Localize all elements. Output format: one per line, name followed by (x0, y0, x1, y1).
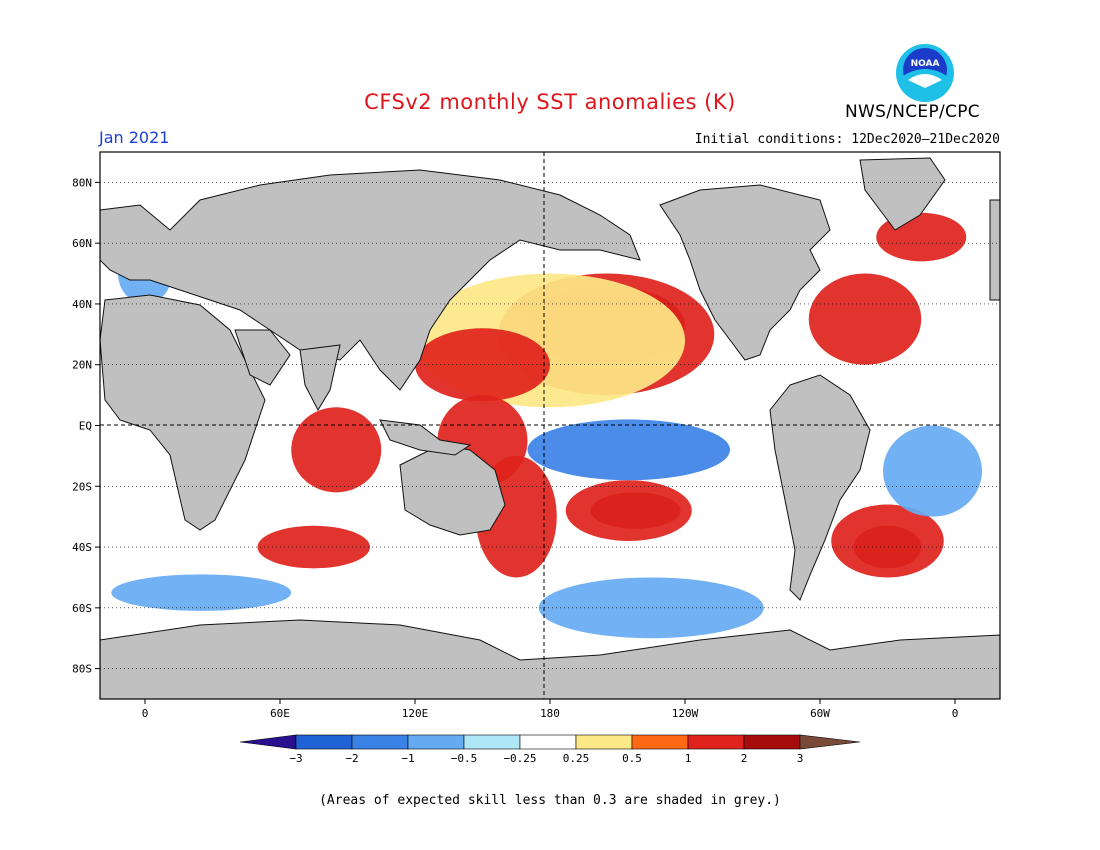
anomaly-region-7 (565, 480, 692, 541)
anomaly-region-11 (257, 525, 370, 569)
colorbar-swatch-7 (687, 734, 745, 750)
colorbar-label-8: 2 (741, 752, 748, 765)
colorbar-swatch-8 (743, 734, 801, 750)
anomaly-region-10 (111, 574, 292, 611)
lat-label-1: 60N (72, 237, 92, 250)
lon-label-4: 120W (672, 707, 699, 720)
valid-month: Jan 2021 (99, 128, 170, 147)
lon-label-1: 60E (270, 707, 290, 720)
colorbar-label-3: −0.5 (451, 752, 478, 765)
land-india (299, 344, 341, 412)
colorbar-swatch-2 (407, 734, 465, 750)
longitude-axis: 0 60E 120E 180 120W 60W 0 (142, 699, 959, 720)
land-africa (100, 294, 266, 531)
svg-text:NOAA: NOAA (911, 59, 940, 69)
lat-label-0: 80N (72, 176, 92, 189)
latitude-axis: 80N 60N 40N 20N EQ 20S 40S 60S 80S (72, 176, 1000, 676)
land-mask (100, 157, 1000, 699)
colorbar-label-4: −0.25 (503, 752, 536, 765)
colorbar-swatch-1 (351, 734, 409, 750)
land-south-america (769, 374, 871, 601)
colorbar-label-1: −2 (345, 752, 358, 765)
agency-label: NWS/NCEP/CPC (845, 102, 980, 122)
initial-conditions: Initial conditions: 12Dec2020–21Dec2020 (694, 132, 1000, 147)
colorbar-label-7: 1 (685, 752, 692, 765)
lat-label-3: 20N (72, 359, 92, 372)
colorbar-min-arrow (239, 734, 297, 750)
anomaly-region-3 (415, 328, 550, 402)
lon-label-2: 120E (402, 707, 429, 720)
colorbar-label-2: −1 (401, 752, 414, 765)
anomaly-region-9 (538, 577, 764, 639)
land-eurasia (100, 169, 1000, 391)
lon-label-6: 0 (952, 707, 959, 720)
colorbar-label-5: 0.25 (563, 752, 590, 765)
land-north-america (659, 184, 831, 361)
anomaly-region-15 (808, 273, 922, 365)
chart-title: CFSv2 monthly SST anomalies (K) (364, 90, 736, 114)
lon-label-5: 60W (810, 707, 830, 720)
colorbar-label-0: −3 (289, 752, 302, 765)
colorbar-label-9: 3 (797, 752, 804, 765)
colorbar-label-6: 0.5 (622, 752, 642, 765)
noaa-logo-icon: NOAA (896, 44, 954, 102)
colorbar-swatch-6 (631, 734, 689, 750)
anomaly-region-12 (291, 407, 382, 493)
lon-label-0: 0 (142, 707, 149, 720)
colorbar-swatch-5 (575, 734, 633, 750)
land-indonesia (379, 419, 472, 456)
lon-label-3: 180 (540, 707, 560, 720)
noaa-logo: NOAA (894, 42, 956, 104)
anomaly-region-16 (883, 425, 982, 517)
lat-label-8: 80S (72, 663, 92, 676)
footnote: (Areas of expected skill less than 0.3 a… (319, 793, 781, 808)
land-arabia (234, 329, 291, 386)
colorbar-swatch-3 (463, 734, 521, 750)
anomaly-region-8 (527, 419, 730, 481)
anomaly-region-14 (831, 504, 944, 578)
lat-label-5: 20S (72, 480, 92, 493)
colorbar-swatch-4 (519, 734, 577, 750)
lat-label-4: EQ (79, 420, 92, 433)
lat-label-7: 60S (72, 602, 92, 615)
land-greenland (859, 157, 946, 231)
colorbar-max-arrow (799, 734, 861, 750)
lat-label-2: 40N (72, 298, 92, 311)
colorbar-swatch-0 (295, 734, 353, 750)
lat-label-6: 40S (72, 541, 92, 554)
land-antarctica (100, 619, 1000, 699)
